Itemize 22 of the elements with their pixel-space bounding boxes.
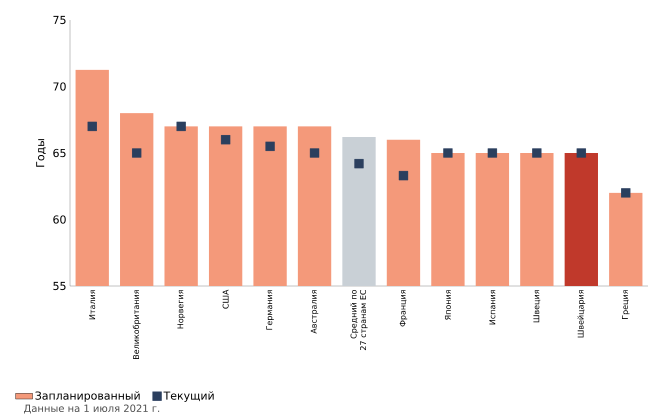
y-tick-label: 60 [53,215,66,224]
point [576,148,586,158]
point [354,158,364,168]
y-tick-label: 55 [53,282,66,290]
legend-label: Запланированный [36,391,140,402]
y-axis-title: Годы [36,139,46,167]
point [398,170,408,180]
point [265,142,275,152]
point [621,188,630,198]
point [176,122,186,132]
y-tick-label: 65 [53,148,66,158]
point [532,148,542,158]
point [132,148,142,158]
y-tick-label: 75 [53,16,66,24]
text: Данные на 1 июля 2021 г. [24,404,160,414]
point [443,148,453,158]
point [88,122,97,132]
legend-label: Текущий [164,391,214,402]
point [488,148,498,158]
y-tick-label: 70 [53,82,66,91]
point [220,135,230,144]
point [310,148,320,158]
